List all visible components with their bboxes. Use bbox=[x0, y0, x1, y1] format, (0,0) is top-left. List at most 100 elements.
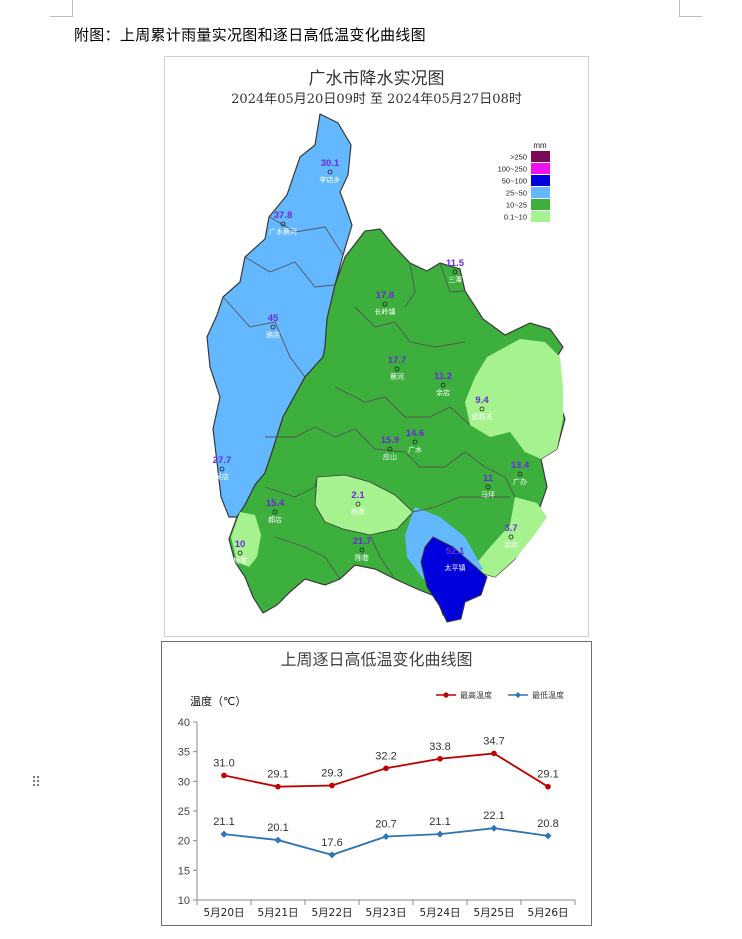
data-point-max-temp bbox=[437, 755, 443, 762]
drag-handle-icon[interactable]: ⠿ bbox=[31, 775, 42, 791]
temperature-chart-figure[interactable]: 上周逐日高低温变化曲线图 温度（℃） 最高温度 最低温度 10 15 20 25 30 35 40 5… bbox=[161, 641, 592, 926]
data-point-max-temp bbox=[491, 750, 497, 757]
data-point-min-temp bbox=[490, 824, 498, 832]
station-value: 37.8 bbox=[274, 210, 293, 221]
station-name: 蔡河 bbox=[390, 372, 404, 381]
station-value: 13.4 bbox=[511, 460, 530, 471]
station-name: 余店 bbox=[504, 540, 518, 549]
station-marker bbox=[387, 446, 393, 452]
station-value: 11.5 bbox=[446, 258, 465, 269]
station-marker bbox=[359, 547, 365, 553]
legend-label: 0.1~10 bbox=[504, 213, 527, 222]
station-name: 李店乡 bbox=[320, 175, 341, 184]
station-name: 武胜关 bbox=[472, 412, 493, 421]
map-title: 广水市降水实况图 bbox=[308, 69, 445, 89]
station-value: 11 bbox=[483, 473, 494, 484]
document-caption: 附图：上周累计雨量实况图和逐日高低温变化曲线图 bbox=[74, 26, 426, 44]
x-tick-label: 5月25日 bbox=[473, 907, 514, 919]
station-name: 三潭 bbox=[448, 275, 462, 284]
station-value: 9.4 bbox=[475, 395, 489, 406]
station-marker bbox=[452, 269, 458, 275]
chart-title: 上周逐日高低温变化曲线图 bbox=[280, 650, 472, 669]
map-subtitle: 2024年05月20日09时 至 2024年05月27日08时 bbox=[231, 92, 522, 107]
data-point-max-temp bbox=[383, 765, 389, 772]
legend-swatch bbox=[531, 175, 550, 186]
data-point-min-temp bbox=[220, 830, 228, 838]
station-value: 17.8 bbox=[376, 290, 395, 301]
station-marker bbox=[440, 382, 446, 388]
y-tick-label: 15 bbox=[178, 865, 190, 877]
rainfall-map-figure[interactable]: mm >250 100~250 50~100 25~50 10~25 0.1~10 30.1 李… bbox=[164, 56, 589, 637]
zone-0-10-south bbox=[475, 497, 547, 577]
station-marker bbox=[280, 221, 286, 227]
data-label: 29.3 bbox=[321, 767, 342, 779]
legend-label: 25~50 bbox=[506, 189, 527, 198]
legend-swatch bbox=[531, 187, 550, 198]
legend-marker bbox=[515, 692, 521, 698]
station-name: 广办 bbox=[513, 477, 527, 486]
station-marker bbox=[452, 557, 458, 563]
station-value: 15.4 bbox=[266, 498, 285, 509]
zone-10-25 bbox=[228, 228, 566, 618]
station-marker bbox=[412, 439, 418, 445]
station-value: 52.1 bbox=[446, 546, 465, 557]
station-value: 11.2 bbox=[434, 371, 452, 382]
station-marker bbox=[272, 509, 278, 515]
y-tick-label: 20 bbox=[178, 836, 190, 848]
data-label: 21.1 bbox=[213, 816, 234, 828]
station-name: 吴店 bbox=[215, 472, 229, 481]
station-marker bbox=[508, 534, 514, 540]
station-value: 45 bbox=[268, 313, 279, 324]
legend-label: 10~25 bbox=[506, 201, 527, 210]
data-label: 32.2 bbox=[375, 750, 396, 762]
data-point-min-temp bbox=[382, 833, 390, 841]
data-label: 20.8 bbox=[537, 818, 558, 830]
data-point-max-temp bbox=[221, 772, 227, 779]
station-marker bbox=[394, 366, 400, 372]
y-tick-label: 40 bbox=[178, 717, 190, 729]
page-corner-mark-right bbox=[679, 0, 702, 17]
y-tick-label: 10 bbox=[178, 895, 190, 907]
station-marker bbox=[485, 484, 491, 490]
legend-swatch bbox=[531, 163, 550, 174]
legend-label: >250 bbox=[510, 153, 527, 162]
y-tick-label: 25 bbox=[178, 806, 190, 818]
legend-label: 50~100 bbox=[502, 177, 527, 186]
station-value: 30.1 bbox=[321, 158, 340, 169]
data-label: 22.1 bbox=[483, 810, 504, 822]
data-label: 20.1 bbox=[267, 822, 288, 834]
x-tick-label: 5月21日 bbox=[257, 907, 298, 919]
station-name: 杨寨 bbox=[351, 507, 365, 516]
legend-unit: mm bbox=[533, 141, 547, 150]
station-name: 广水蔡河 bbox=[269, 227, 297, 236]
x-tick-label: 5月24日 bbox=[419, 907, 460, 919]
page-corner-mark-left bbox=[50, 0, 73, 17]
station-name: 太平镇 bbox=[445, 563, 466, 572]
station-name: 陈巷 bbox=[355, 553, 369, 562]
x-tick-label: 5月23日 bbox=[365, 907, 406, 919]
zone-0-10-center bbox=[314, 474, 414, 536]
station-marker bbox=[479, 406, 485, 412]
station-name: 长岭镇 bbox=[375, 307, 396, 316]
zone-0-10-east bbox=[465, 339, 563, 459]
station-value: 3.7 bbox=[504, 523, 517, 534]
data-point-max-temp bbox=[329, 782, 335, 789]
data-point-max-temp bbox=[275, 783, 281, 790]
station-value: 14.6 bbox=[406, 428, 425, 439]
data-point-min-temp bbox=[274, 836, 282, 844]
station-name: 骆店 bbox=[266, 330, 280, 339]
station-marker bbox=[382, 301, 388, 307]
station-marker bbox=[355, 501, 361, 507]
station-name: 余店 bbox=[436, 388, 450, 397]
data-label: 29.1 bbox=[537, 769, 558, 781]
legend-swatch bbox=[531, 151, 550, 162]
station-value: 17.7 bbox=[388, 355, 407, 366]
data-label: 34.7 bbox=[483, 735, 504, 747]
station-marker bbox=[219, 466, 225, 472]
station-value: 2.1 bbox=[351, 490, 365, 501]
data-point-min-temp bbox=[328, 851, 336, 859]
x-tick-label: 5月26日 bbox=[527, 907, 568, 919]
data-label: 31.0 bbox=[213, 757, 234, 769]
station-name: 应山 bbox=[383, 452, 397, 461]
